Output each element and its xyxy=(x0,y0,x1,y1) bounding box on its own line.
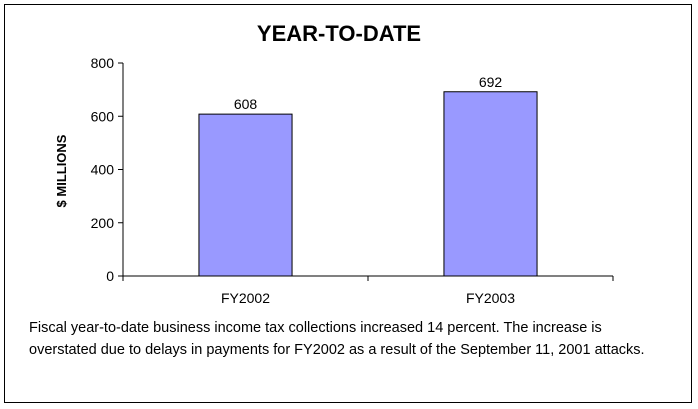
data-label: 692 xyxy=(479,74,503,90)
data-label: 608 xyxy=(234,96,258,112)
y-tick-label: 400 xyxy=(91,162,115,178)
x-category-label: FY2003 xyxy=(466,290,515,306)
chart-title: YEAR-TO-DATE xyxy=(257,21,421,46)
chart-frame xyxy=(4,4,692,403)
y-tick-label: 600 xyxy=(91,108,115,124)
y-axis-label: $ MILLIONS xyxy=(54,134,69,207)
bar xyxy=(443,91,538,277)
y-axis-ticks: 0 200 400 600 800 xyxy=(91,55,123,284)
y-tick-label: 0 xyxy=(106,268,114,284)
data-labels: 608 692 xyxy=(234,74,503,112)
y-tick-label: 800 xyxy=(91,55,115,71)
y-tick-label: 200 xyxy=(91,215,115,231)
bars xyxy=(198,91,538,277)
bar xyxy=(198,113,293,277)
x-category-label: FY2002 xyxy=(221,290,270,306)
chart-caption: Fiscal year-to-date business income tax … xyxy=(29,320,645,358)
x-axis-labels: FY2002 FY2003 xyxy=(122,276,614,306)
